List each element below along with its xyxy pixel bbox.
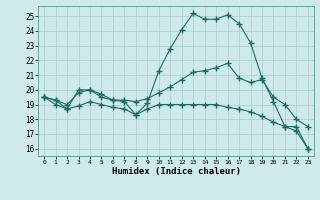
X-axis label: Humidex (Indice chaleur): Humidex (Indice chaleur): [111, 167, 241, 176]
